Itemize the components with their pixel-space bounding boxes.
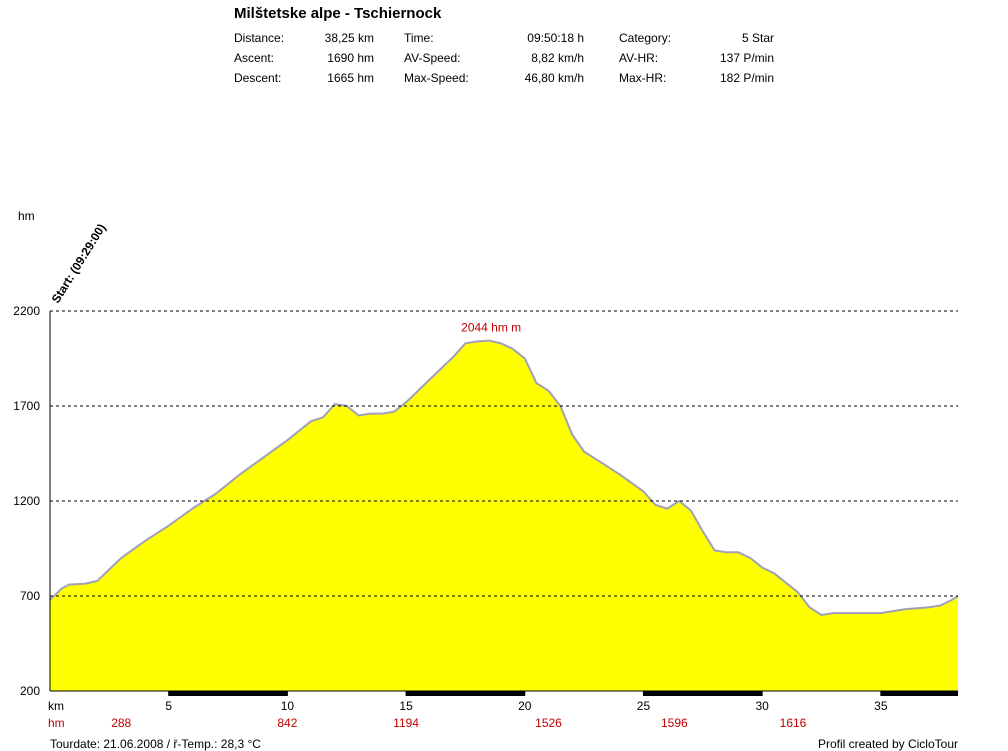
hm-row-value: 1616	[780, 716, 807, 730]
stat-category-value: 5 Star	[741, 31, 774, 45]
stat-maxhr-label: Max-HR:	[619, 71, 667, 85]
hm-row-value: 1596	[661, 716, 688, 730]
x-tick-label: 15	[399, 699, 413, 713]
footer-tourdate: Tourdate: 21.06.2008 / ř-Temp.: 28,3 °C	[50, 737, 261, 751]
y-tick-label: 1200	[13, 494, 40, 508]
x-tick-label: 30	[755, 699, 769, 713]
stat-descent-value: 1665 hm	[327, 71, 374, 85]
start-label: Start: (09:29:00)	[49, 221, 109, 305]
y-tick-label: 200	[20, 684, 40, 698]
hm-row-value: 1194	[393, 716, 419, 730]
stat-time-label: Time:	[404, 31, 434, 45]
stat-maxhr-value: 182 P/min	[719, 71, 774, 85]
scale-bar-segment	[880, 691, 958, 696]
x-tick-label: 25	[637, 699, 651, 713]
elevation-line	[49, 339, 959, 617]
stat-ascent-value: 1690 hm	[327, 51, 374, 65]
footer-credit: Profil created by CicloTour	[817, 737, 958, 751]
scale-bar-segment	[406, 691, 525, 696]
stat-avhr-value: 137 P/min	[719, 51, 774, 65]
stat-category-label: Category:	[619, 31, 672, 45]
stat-avspeed-value: 8,82 km/h	[531, 51, 584, 65]
stat-descent-label: Descent:	[234, 71, 282, 85]
stat-ascent-label: Ascent:	[234, 51, 275, 65]
y-axis-unit: hm	[18, 209, 35, 223]
stat-distance-label: Distance:	[234, 31, 285, 45]
stat-avhr-label: AV-HR:	[619, 51, 659, 65]
elevation-area	[50, 340, 958, 691]
stat-maxspeed-value: 46,80 km/h	[524, 71, 584, 85]
scale-bar-segment	[643, 691, 763, 696]
stat-distance-value: 38,25 km	[324, 31, 374, 45]
hm-row-value: 288	[111, 716, 131, 730]
x-tick-label: 5	[165, 699, 172, 713]
hm-row-value: 1526	[535, 716, 562, 730]
chart-title: Milštetske alpe - Tschiernock	[234, 5, 442, 22]
y-tick-label: 700	[20, 589, 40, 603]
scale-bar-segment	[168, 691, 288, 696]
x-tick-label: 10	[281, 699, 295, 713]
stat-avspeed-label: AV-Speed:	[404, 51, 461, 65]
max-elevation-label: 2044 hm m	[461, 321, 521, 335]
y-tick-label: 1700	[13, 399, 40, 413]
x-tick-label: 35	[874, 699, 888, 713]
stat-time-value: 09:50:18 h	[527, 31, 584, 45]
stat-maxspeed-label: Max-Speed:	[404, 71, 469, 85]
hm-row-label: hm	[48, 716, 65, 730]
x-axis-unit: km	[48, 699, 64, 713]
hm-row-value: 842	[277, 716, 297, 730]
y-tick-label: 2200	[13, 304, 40, 318]
x-tick-label: 20	[518, 699, 532, 713]
